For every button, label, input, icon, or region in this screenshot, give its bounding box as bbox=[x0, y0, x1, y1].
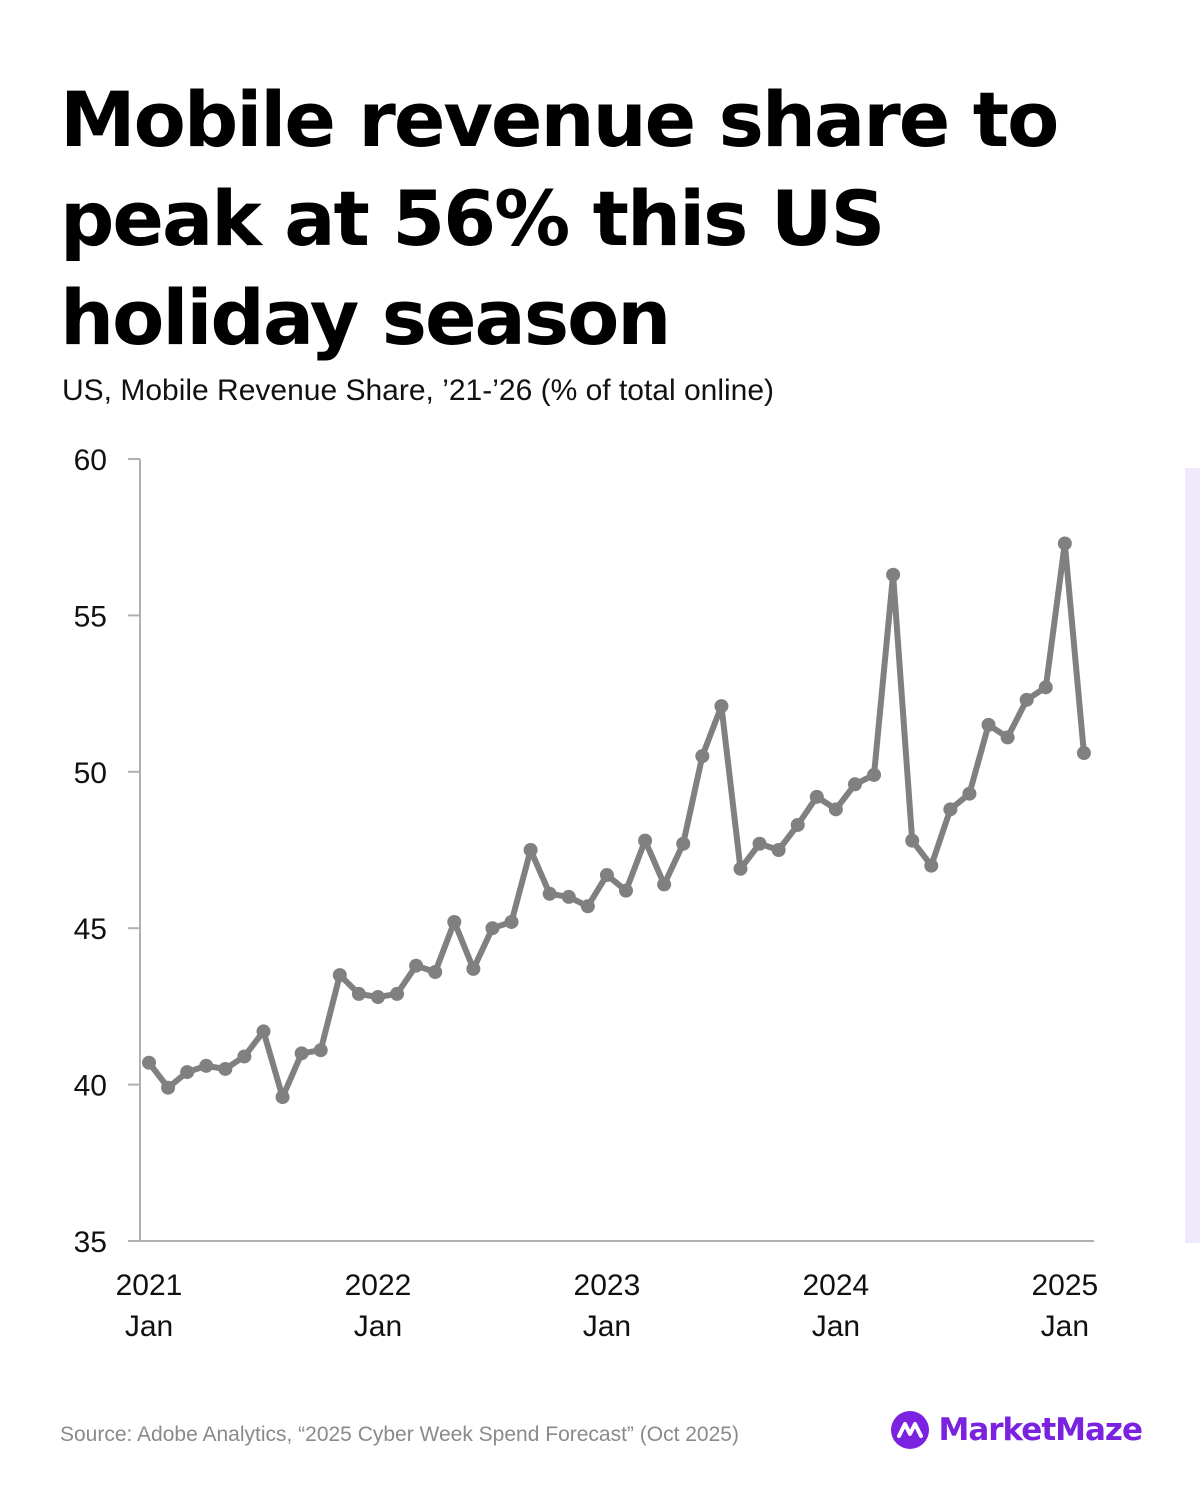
brand-logo: MarketMaze bbox=[890, 1410, 1143, 1450]
x-tick-label-year: 2023 bbox=[574, 1269, 641, 1302]
data-point bbox=[504, 914, 519, 929]
data-point bbox=[867, 767, 882, 782]
y-tick-label: 40 bbox=[74, 1070, 107, 1103]
data-point bbox=[161, 1080, 176, 1095]
data-point bbox=[313, 1043, 328, 1058]
data-point bbox=[676, 836, 691, 851]
x-tick-label-month: Jan bbox=[354, 1310, 402, 1343]
data-point bbox=[1000, 730, 1015, 745]
data-point bbox=[561, 889, 576, 904]
data-point bbox=[485, 921, 500, 936]
data-point bbox=[180, 1065, 195, 1080]
data-point bbox=[237, 1049, 252, 1064]
data-point bbox=[351, 986, 366, 1001]
data-point bbox=[199, 1058, 214, 1073]
data-point bbox=[447, 914, 462, 929]
data-point bbox=[599, 868, 614, 883]
data-point bbox=[886, 567, 901, 582]
data-point bbox=[790, 817, 805, 832]
data-point bbox=[294, 1046, 309, 1061]
source-note: Source: Adobe Analytics, “2025 Cyber Wee… bbox=[60, 1423, 739, 1446]
data-point bbox=[580, 899, 595, 914]
x-tick-label-month: Jan bbox=[812, 1310, 860, 1343]
data-point bbox=[409, 958, 424, 973]
data-point bbox=[619, 883, 633, 898]
data-point bbox=[390, 986, 405, 1001]
x-tick-label-month: Jan bbox=[125, 1310, 173, 1343]
data-point bbox=[428, 964, 443, 979]
data-point bbox=[638, 833, 653, 848]
line-chart: Forecast3540455055602021Jan2022Jan2023Ja… bbox=[74, 444, 1200, 1343]
data-point bbox=[542, 886, 557, 901]
brand-mark-icon bbox=[891, 1411, 930, 1449]
data-point bbox=[771, 843, 786, 857]
data-point bbox=[657, 877, 672, 892]
x-tick-label-year: 2021 bbox=[116, 1269, 183, 1302]
data-point bbox=[828, 802, 843, 817]
data-point bbox=[752, 836, 767, 851]
data-point bbox=[370, 990, 385, 1005]
data-point bbox=[981, 717, 996, 732]
data-point bbox=[943, 802, 958, 817]
data-point bbox=[256, 1024, 271, 1039]
data-point bbox=[142, 1055, 156, 1070]
data-point bbox=[1038, 680, 1053, 695]
series-line bbox=[146, 540, 1087, 1101]
data-point bbox=[733, 861, 748, 876]
data-point bbox=[275, 1090, 290, 1105]
y-tick-label: 35 bbox=[74, 1226, 107, 1259]
x-tick-label-month: Jan bbox=[1041, 1310, 1089, 1343]
brand-name: MarketMaze bbox=[938, 1412, 1143, 1448]
y-tick-label: 55 bbox=[74, 600, 107, 633]
x-tick-label-year: 2022 bbox=[345, 1269, 412, 1302]
data-point bbox=[809, 789, 824, 804]
forecast-band bbox=[1185, 468, 1200, 1243]
data-point bbox=[218, 1061, 233, 1076]
y-tick-label: 45 bbox=[74, 913, 107, 946]
data-point bbox=[905, 833, 920, 848]
data-point bbox=[466, 961, 481, 976]
data-point bbox=[847, 777, 862, 792]
y-tick-label: 50 bbox=[74, 757, 107, 790]
data-point bbox=[332, 968, 347, 983]
x-tick-label-year: 2024 bbox=[803, 1269, 870, 1302]
data-point bbox=[523, 843, 538, 857]
x-tick-label-month: Jan bbox=[583, 1310, 631, 1343]
data-point bbox=[1057, 536, 1072, 551]
x-tick-label-year: 2025 bbox=[1031, 1269, 1098, 1302]
y-tick-label: 60 bbox=[74, 444, 107, 477]
data-point bbox=[1076, 746, 1091, 761]
data-point bbox=[714, 699, 729, 714]
data-point bbox=[695, 749, 710, 764]
data-point bbox=[962, 786, 977, 801]
chart-subtitle: US, Mobile Revenue Share, ’21-’26 (% of … bbox=[62, 374, 775, 407]
data-point bbox=[1019, 692, 1034, 707]
data-point bbox=[924, 858, 939, 873]
chart-title: Mobile revenue share to peak at 56% this… bbox=[60, 75, 1059, 362]
